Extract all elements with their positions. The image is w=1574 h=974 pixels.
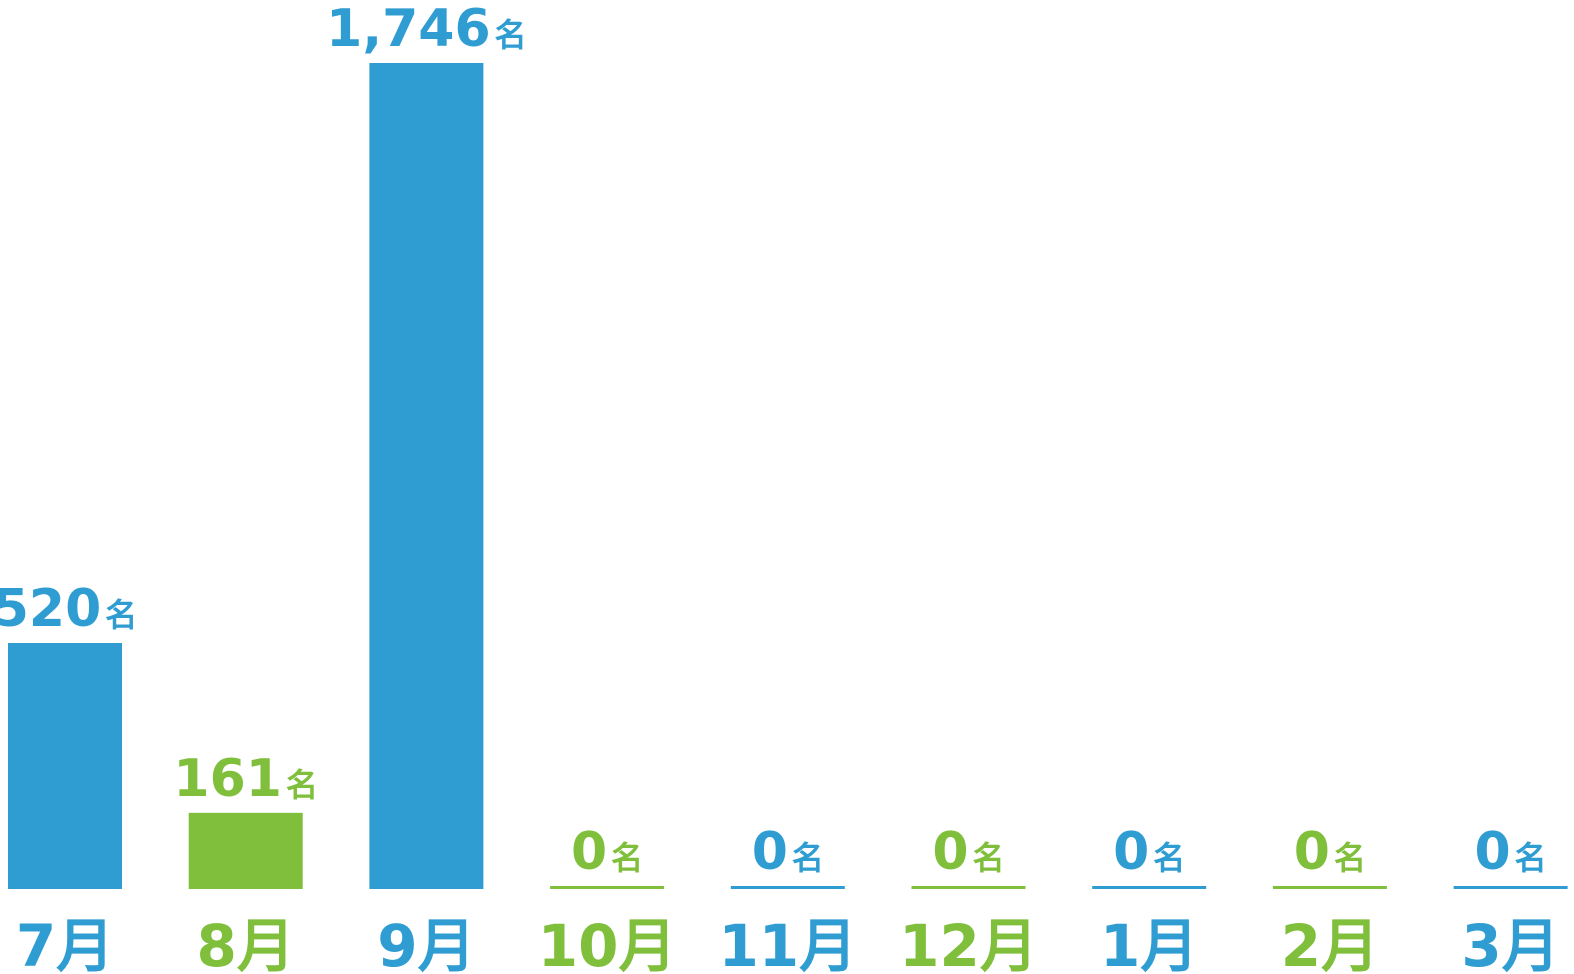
value-label: 520 名 [0, 579, 137, 639]
category-label: 7月 [16, 912, 114, 974]
bar-3 [550, 886, 665, 889]
value-label: 1,746 名 [326, 0, 527, 59]
value-number: 0 [1474, 822, 1510, 882]
value-number: 0 [1294, 822, 1330, 882]
value-unit: 名 [1153, 839, 1185, 877]
value-number: 161 [173, 749, 282, 809]
bar-4 [730, 886, 845, 889]
value-number: 520 [0, 579, 101, 639]
category-label: 12月 [899, 912, 1038, 974]
value-number: 0 [752, 822, 788, 882]
value-number: 0 [932, 822, 968, 882]
bar-0 [8, 642, 122, 889]
value-number: 0 [571, 822, 607, 882]
category-label: 2月 [1281, 912, 1379, 974]
value-unit: 名 [495, 16, 527, 54]
category-label: 8月 [197, 912, 295, 974]
value-number: 1,746 [326, 0, 490, 59]
category-label: 10月 [538, 912, 677, 974]
bar-6 [1092, 886, 1207, 889]
value-unit: 名 [286, 766, 318, 804]
bar-8 [1453, 886, 1568, 889]
value-unit: 名 [792, 839, 824, 877]
category-label: 3月 [1461, 912, 1559, 974]
value-number: 0 [1113, 822, 1149, 882]
value-unit: 名 [973, 839, 1005, 877]
value-unit: 名 [1515, 839, 1547, 877]
category-label: 11月 [718, 912, 857, 974]
category-label: 9月 [377, 912, 475, 974]
value-unit: 名 [611, 839, 643, 877]
category-label: 1月 [1100, 912, 1198, 974]
value-label: 161 名 [173, 749, 318, 809]
bar-1 [188, 812, 303, 889]
bar-5 [911, 886, 1026, 889]
bar-2 [369, 63, 484, 889]
value-unit: 名 [1334, 839, 1366, 877]
bar-7 [1272, 886, 1387, 889]
value-unit: 名 [105, 596, 137, 634]
